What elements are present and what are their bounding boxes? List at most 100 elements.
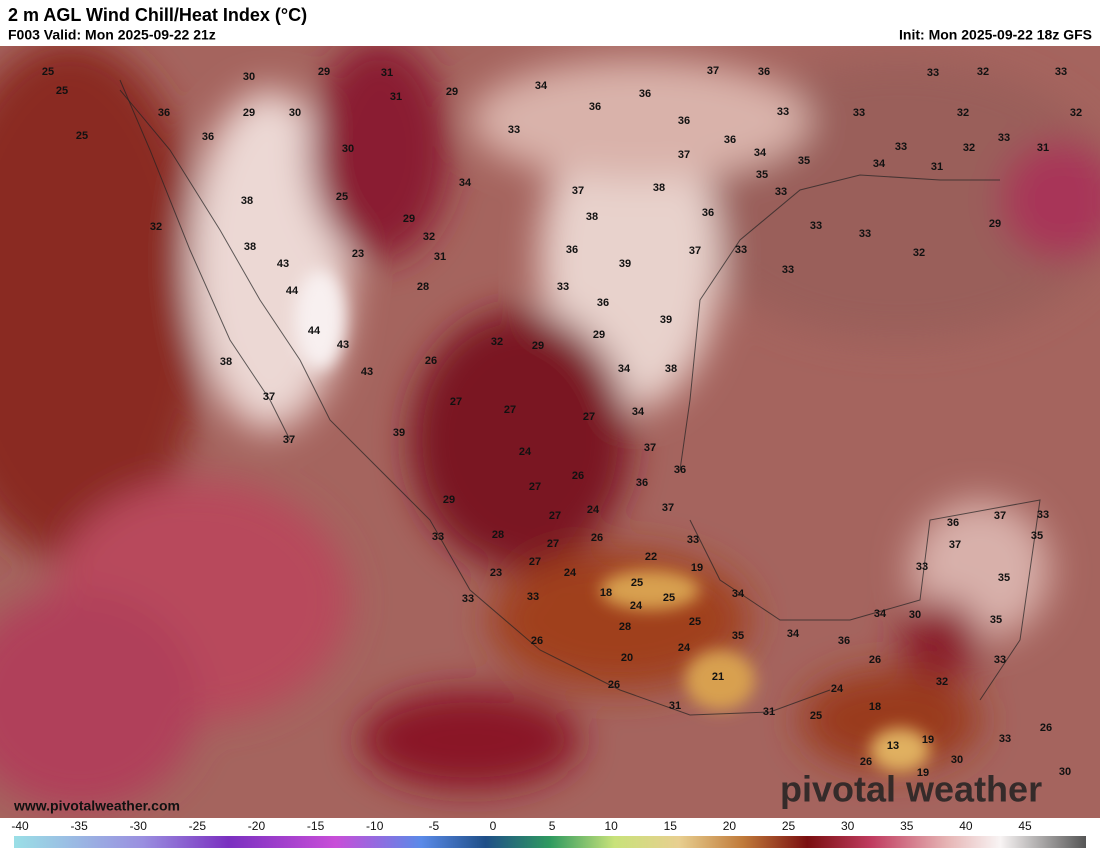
temperature-label: 29 [403, 213, 415, 225]
colorbar-tick-label: 0 [490, 819, 497, 833]
colorbar-tick-label: -15 [307, 819, 325, 833]
temperature-label: 18 [600, 587, 612, 599]
temperature-label: 33 [859, 228, 871, 240]
temperature-label: 25 [42, 66, 54, 78]
temperature-label: 36 [674, 464, 686, 476]
temperature-label: 33 [994, 654, 1006, 666]
temperature-label: 27 [549, 510, 561, 522]
colorbar-tick-label: -35 [70, 819, 88, 833]
temperature-label: 33 [999, 733, 1011, 745]
colorbar-tick-label: 35 [900, 819, 914, 833]
temperature-label: 44 [308, 325, 321, 337]
temperature-label: 37 [263, 391, 275, 403]
temperature-label: 35 [998, 572, 1010, 584]
temperature-label: 36 [838, 635, 850, 647]
temperature-label: 25 [631, 577, 643, 589]
temperature-label: 37 [678, 149, 690, 161]
temperature-label: 29 [446, 86, 458, 98]
temperature-label: 33 [1037, 509, 1049, 521]
colorbar-tick-label: -10 [366, 819, 384, 833]
temperature-label: 29 [989, 218, 1001, 230]
temperature-label: 24 [630, 600, 643, 612]
colorbar-tick-label: -30 [130, 819, 148, 833]
temperature-label: 25 [336, 191, 348, 203]
temperature-label: 34 [787, 628, 800, 640]
temperature-label: 31 [669, 700, 681, 712]
temperature-label: 26 [425, 355, 437, 367]
temperature-label: 33 [998, 132, 1010, 144]
temperature-label: 44 [286, 285, 299, 297]
colorbar-tick-label: 5 [549, 819, 556, 833]
temperature-label: 37 [644, 442, 656, 454]
temperature-label: 38 [653, 182, 665, 194]
temperature-label: 13 [887, 740, 899, 752]
temperature-label: 32 [423, 231, 435, 243]
temperature-label: 32 [150, 221, 162, 233]
temperature-label: 32 [1070, 107, 1082, 119]
temperature-label: 26 [531, 635, 543, 647]
temperature-label: 24 [831, 683, 844, 695]
temperature-label: 38 [586, 211, 598, 223]
temperature-label: 32 [936, 676, 948, 688]
temperature-label: 19 [917, 767, 929, 779]
colorbar-tick-label: -20 [248, 819, 266, 833]
colorbar-tick-label: -25 [189, 819, 207, 833]
temperature-label: 24 [678, 642, 691, 654]
temperature-label: 27 [583, 411, 595, 423]
colorbar-tick-label: 40 [959, 819, 973, 833]
colorbar-tick-label: 15 [664, 819, 678, 833]
colorbar [14, 836, 1086, 848]
temperature-label: 31 [390, 91, 402, 103]
temperature-label: 32 [491, 336, 503, 348]
temperature-label: 31 [931, 161, 943, 173]
colorbar-tick-label: 25 [782, 819, 796, 833]
temperature-label: 26 [608, 679, 620, 691]
colorbar-tick-label: 20 [723, 819, 737, 833]
temperature-label: 33 [735, 244, 747, 256]
temperature-label: 23 [490, 567, 502, 579]
temperature-label: 32 [977, 66, 989, 78]
temperature-label: 27 [547, 538, 559, 550]
temperature-label: 18 [869, 701, 881, 713]
temperature-label: 29 [443, 494, 455, 506]
temperature-label: 26 [1040, 722, 1052, 734]
temperature-label: 34 [732, 588, 745, 600]
temperature-label: 26 [591, 532, 603, 544]
colorbar-ticks: -40 -35 -30 -25 -20 -15 -10 -5 0 5 10 15 20 25 30 35 40 4… [11, 819, 1032, 833]
temperature-label: 33 [557, 281, 569, 293]
colorbar-tick-label: 10 [604, 819, 618, 833]
temperature-label: 21 [712, 671, 724, 683]
temperature-label: 28 [492, 529, 504, 541]
temperature-label: 25 [76, 130, 88, 142]
temperature-label: 33 [432, 531, 444, 543]
temperature-label: 36 [678, 115, 690, 127]
temperature-label: 33 [782, 264, 794, 276]
temperature-label: 22 [645, 551, 657, 563]
colorbar-tick-label: 30 [841, 819, 855, 833]
temperature-label: 19 [922, 734, 934, 746]
temperature-label: 31 [434, 251, 446, 263]
temperature-label: 36 [702, 207, 714, 219]
temperature-label: 33 [775, 186, 787, 198]
temperature-label: 43 [277, 258, 289, 270]
logo: pivotal weather [780, 769, 1042, 810]
temperature-label: 29 [243, 107, 255, 119]
temperature-label: 34 [535, 80, 548, 92]
temperature-label: 37 [707, 65, 719, 77]
temperature-label: 25 [663, 592, 675, 604]
temperature-label: 35 [732, 630, 744, 642]
temperature-label: 34 [873, 158, 886, 170]
temperature-label: 26 [869, 654, 881, 666]
temperature-label: 30 [342, 143, 354, 155]
temperature-label: 36 [597, 297, 609, 309]
temperature-label: 20 [621, 652, 633, 664]
temperature-label: 26 [572, 470, 584, 482]
map-title: 2 m AGL Wind Chill/Heat Index (°C) [8, 5, 307, 25]
temperature-label: 36 [202, 131, 214, 143]
temperature-label: 33 [853, 107, 865, 119]
temperature-label: 26 [860, 756, 872, 768]
temperature-label: 24 [587, 504, 600, 516]
